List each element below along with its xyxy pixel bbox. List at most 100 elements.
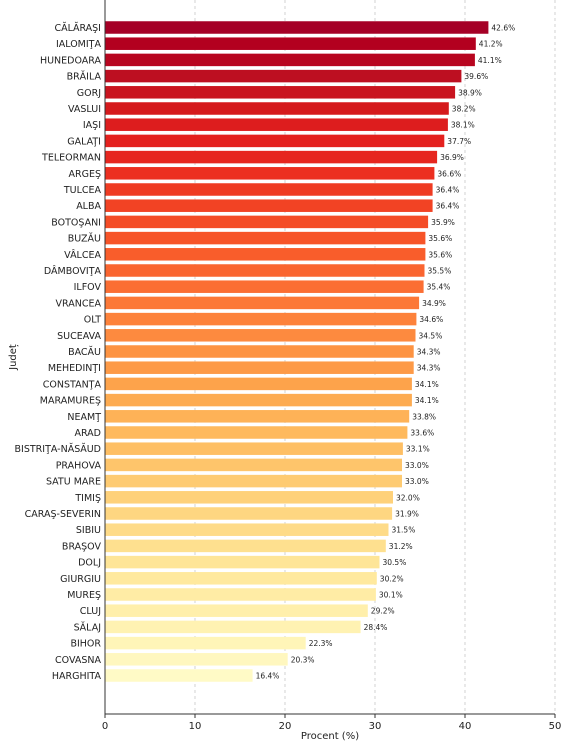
data-label: 41.2%	[479, 40, 503, 49]
bar	[105, 458, 402, 472]
category-label: SIBIU	[76, 525, 101, 536]
bar	[105, 118, 448, 131]
bar	[105, 636, 306, 650]
bars	[105, 21, 489, 682]
x-tick-label: 30	[369, 721, 382, 732]
data-label: 37.7%	[447, 137, 471, 146]
data-label: 41.1%	[478, 56, 502, 65]
category-label: HARGHITA	[52, 671, 102, 682]
category-label: DOLJ	[78, 558, 101, 569]
bar	[105, 393, 412, 407]
bar	[105, 345, 414, 358]
bar	[105, 69, 462, 83]
data-labels: 42.6% 41.2% 41.1% 39.6% 38.9% 38.2% 38.1% 37.7%…	[256, 24, 516, 681]
bar	[105, 329, 416, 342]
category-label: CLUJ	[80, 606, 101, 617]
bar	[105, 442, 403, 455]
category-label: BIHOR	[70, 639, 101, 650]
bar	[105, 604, 368, 617]
bar	[105, 134, 445, 148]
x-axis-title: Procent (%)	[301, 731, 359, 742]
data-label: 16.4%	[256, 672, 280, 681]
category-label: SĂLAJ	[74, 621, 101, 633]
category-label: CĂLĂRAŞI	[55, 22, 101, 34]
category-label: MUREŞ	[67, 590, 101, 601]
data-label: 42.6%	[491, 24, 515, 33]
category-label: PRAHOVA	[56, 460, 102, 471]
category-label: COVASNA	[55, 655, 101, 666]
category-label: OLT	[84, 315, 101, 326]
category-label: SUCEAVA	[57, 331, 101, 342]
data-label: 33.6%	[410, 429, 434, 438]
bar	[105, 491, 393, 504]
category-label: BOTOŞANI	[51, 217, 101, 228]
data-label: 36.9%	[440, 153, 464, 162]
data-label: 34.3%	[417, 348, 441, 357]
category-labels: CĂLĂRAŞI IALOMIŢA HUNEDOARA BRĂILA GORJ VASLU…	[15, 22, 102, 682]
bar	[105, 523, 389, 536]
category-label: ARAD	[74, 428, 101, 439]
category-label: BRĂILA	[67, 71, 102, 83]
data-label: 29.2%	[371, 607, 395, 616]
bar	[105, 539, 386, 553]
bar	[105, 53, 475, 67]
data-label: 22.3%	[309, 639, 333, 648]
data-label: 39.6%	[464, 72, 488, 81]
category-label: IAŞI	[83, 120, 101, 131]
category-label: CONSTANŢA	[43, 379, 102, 390]
data-label: 34.3%	[417, 364, 441, 373]
data-label: 31.2%	[389, 542, 413, 551]
bar	[105, 102, 449, 115]
data-label: 35.4%	[427, 283, 451, 292]
data-label: 35.5%	[428, 267, 452, 276]
bar	[105, 426, 408, 439]
category-label: GALAŢI	[67, 136, 101, 147]
category-label: NEAMŢ	[67, 412, 101, 423]
bar	[105, 264, 425, 277]
bar	[105, 199, 433, 212]
bar	[105, 296, 420, 310]
data-label: 34.1%	[415, 396, 439, 405]
data-label: 38.2%	[452, 105, 476, 114]
bar	[105, 21, 489, 34]
category-label: VÂLCEA	[64, 249, 101, 261]
data-label: 36.6%	[437, 169, 461, 178]
data-label: 33.0%	[405, 477, 429, 486]
data-label: 28.4%	[364, 623, 388, 632]
data-label: 34.9%	[422, 299, 446, 308]
bar	[105, 215, 429, 229]
category-label: ARGEŞ	[69, 169, 102, 180]
bar	[105, 150, 438, 164]
category-label: MARAMUREŞ	[40, 396, 101, 407]
bar	[105, 167, 435, 180]
category-label: HUNEDOARA	[40, 55, 102, 66]
bar	[105, 312, 417, 326]
x-axis-ticks: 0 10 20 30 40 50	[102, 714, 562, 732]
bar	[105, 653, 288, 666]
x-tick-label: 20	[279, 721, 292, 732]
category-label: MEHEDINŢI	[48, 363, 101, 374]
x-tick-label: 0	[102, 721, 108, 732]
bar	[105, 248, 426, 261]
bar	[105, 231, 426, 245]
data-label: 36.4%	[436, 202, 460, 211]
category-label: TELEORMAN	[41, 153, 101, 164]
bar	[105, 37, 476, 50]
category-label: DÂMBOVIŢA	[44, 265, 102, 277]
data-label: 30.1%	[379, 591, 403, 600]
category-label: TULCEA	[63, 185, 102, 196]
data-label: 33.0%	[405, 461, 429, 470]
data-label: 20.3%	[291, 655, 315, 664]
category-label: TIMIŞ	[74, 493, 101, 504]
data-label: 31.9%	[395, 510, 419, 519]
bar	[105, 572, 377, 585]
bar	[105, 86, 456, 99]
data-label: 38.9%	[458, 88, 482, 97]
category-label: BUZĂU	[68, 233, 101, 245]
x-tick-label: 50	[549, 721, 562, 732]
data-label: 31.5%	[392, 526, 416, 535]
bar	[105, 474, 402, 488]
data-label: 34.6%	[419, 315, 443, 324]
bar	[105, 555, 380, 569]
